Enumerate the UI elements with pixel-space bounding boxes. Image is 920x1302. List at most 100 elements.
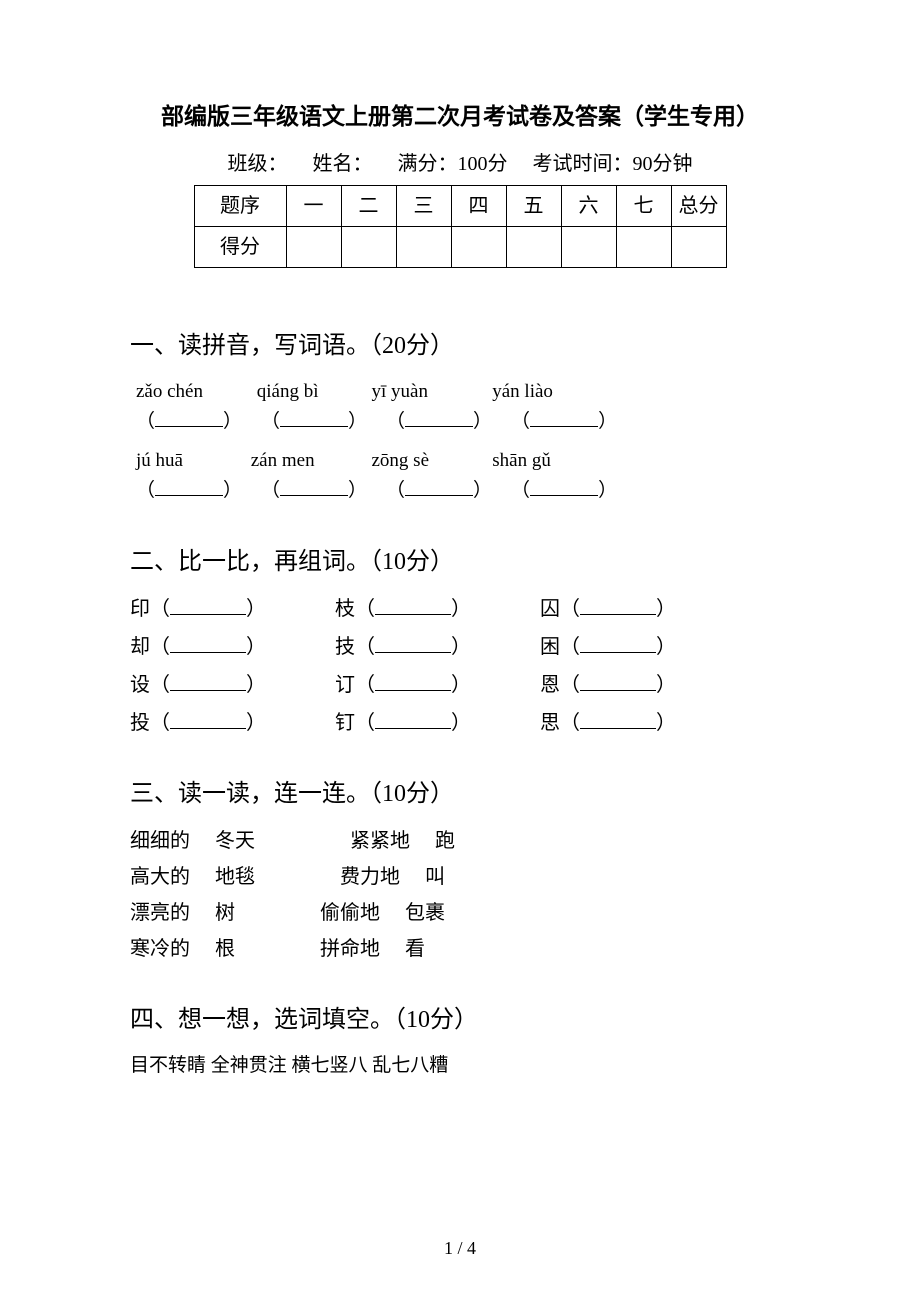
fill-blank (530, 478, 598, 496)
char: 枝 (335, 598, 355, 620)
fill-blank (375, 597, 451, 615)
fill-blank (170, 711, 246, 729)
char-cell: 却（） (130, 632, 330, 662)
char: 恩 (540, 674, 560, 696)
match-left: 细细的 (130, 826, 210, 856)
meta-line: 班级： 姓名： 满分：100分 考试时间：90分钟 (130, 149, 790, 179)
char: 思 (540, 712, 560, 734)
match-right: 偷偷地 (320, 898, 400, 928)
q4-heading: 四、想一想，选词填空。（10分） (130, 1002, 790, 1038)
q3-row: 细细的 冬天 紧紧地 跑 (130, 826, 790, 856)
td-blank (506, 226, 561, 267)
page-number: 1 / 4 (0, 1235, 920, 1262)
match-left: 根 (215, 934, 315, 964)
pinyin: yī yuàn (372, 378, 488, 407)
match-left: 高大的 (130, 862, 210, 892)
q2-line: 设（） 订（） 恩（） (130, 670, 790, 700)
doc-title: 部编版三年级语文上册第二次月考试卷及答案（学生专用） (130, 100, 790, 135)
fill-blank (405, 409, 473, 427)
q3-row: 漂亮的 树 偷偷地 包裹 (130, 898, 790, 928)
char-cell: 印（） (130, 594, 330, 624)
blank-row: （） （） （） （） (136, 408, 790, 437)
char-cell: 恩（） (540, 670, 676, 700)
td-blank (671, 226, 726, 267)
char: 钉 (335, 712, 355, 734)
char: 印 (130, 598, 150, 620)
q3-row: 寒冷的 根 拼命地 看 (130, 934, 790, 964)
td-blank (396, 226, 451, 267)
td-blank (451, 226, 506, 267)
th-col: 五 (506, 185, 561, 226)
match-right: 紧紧地 (350, 826, 430, 856)
q2-line: 印（） 枝（） 囚（） (130, 594, 790, 624)
fill-blank (170, 635, 246, 653)
match-right: 跑 (435, 826, 455, 856)
q2-line: 却（） 技（） 困（） (130, 632, 790, 662)
pinyin: zōng sè (372, 447, 488, 476)
fullscore-label: 满分：100分 (398, 153, 508, 175)
match-right: 看 (405, 934, 425, 964)
char: 订 (335, 674, 355, 696)
fill-blank (580, 711, 656, 729)
match-right: 拼命地 (320, 934, 400, 964)
q3-heading: 三、读一读，连一连。（10分） (130, 776, 790, 812)
q1-heading: 一、读拼音，写词语。（20分） (130, 328, 790, 364)
char-cell: 囚（） (540, 594, 676, 624)
th-col: 四 (451, 185, 506, 226)
fill-blank (280, 478, 348, 496)
fill-blank (155, 478, 223, 496)
pinyin: zán men (251, 447, 367, 476)
th-col: 六 (561, 185, 616, 226)
char: 设 (130, 674, 150, 696)
match-right: 费力地 (340, 862, 420, 892)
fill-blank (530, 409, 598, 427)
fill-blank (170, 673, 246, 691)
char: 囚 (540, 598, 560, 620)
pinyin: jú huā (136, 447, 246, 476)
char-cell: 订（） (335, 670, 535, 700)
fill-blank (170, 597, 246, 615)
pinyin: qiáng bì (257, 378, 367, 407)
fill-blank (375, 711, 451, 729)
char: 困 (540, 636, 560, 658)
class-label: 班级： (228, 153, 288, 175)
td-label: 得分 (194, 226, 286, 267)
th-col: 总分 (671, 185, 726, 226)
pinyin: yán liào (492, 378, 553, 407)
th-col: 七 (616, 185, 671, 226)
q2-heading: 二、比一比，再组词。（10分） (130, 544, 790, 580)
pinyin: shān gǔ (492, 447, 551, 476)
match-right: 叫 (425, 862, 445, 892)
pinyin-row: zǎo chén qiáng bì yī yuàn yán liào (136, 378, 790, 407)
char-cell: 技（） (335, 632, 535, 662)
td-blank (341, 226, 396, 267)
char-cell: 枝（） (335, 594, 535, 624)
score-table: 题序 一 二 三 四 五 六 七 总分 得分 (194, 185, 727, 268)
q2-line: 投（） 钉（） 思（） (130, 708, 790, 738)
fill-blank (375, 673, 451, 691)
q3-row: 高大的 地毯 费力地 叫 (130, 862, 790, 892)
fill-blank (155, 409, 223, 427)
fill-blank (580, 673, 656, 691)
match-left: 树 (215, 898, 315, 928)
name-label: 姓名： (313, 153, 373, 175)
match-left: 漂亮的 (130, 898, 210, 928)
th-col: 三 (396, 185, 451, 226)
char-cell: 钉（） (335, 708, 535, 738)
fill-blank (405, 478, 473, 496)
fill-blank (580, 597, 656, 615)
fill-blank (375, 635, 451, 653)
match-left: 地毯 (215, 862, 335, 892)
th-col: 一 (286, 185, 341, 226)
char: 却 (130, 636, 150, 658)
fill-blank (280, 409, 348, 427)
fill-blank (580, 635, 656, 653)
td-blank (616, 226, 671, 267)
th-label: 题序 (194, 185, 286, 226)
table-row: 题序 一 二 三 四 五 六 七 总分 (194, 185, 726, 226)
char-cell: 思（） (540, 708, 676, 738)
char: 投 (130, 712, 150, 734)
match-right: 包裹 (405, 898, 445, 928)
char-cell: 困（） (540, 632, 676, 662)
td-blank (561, 226, 616, 267)
